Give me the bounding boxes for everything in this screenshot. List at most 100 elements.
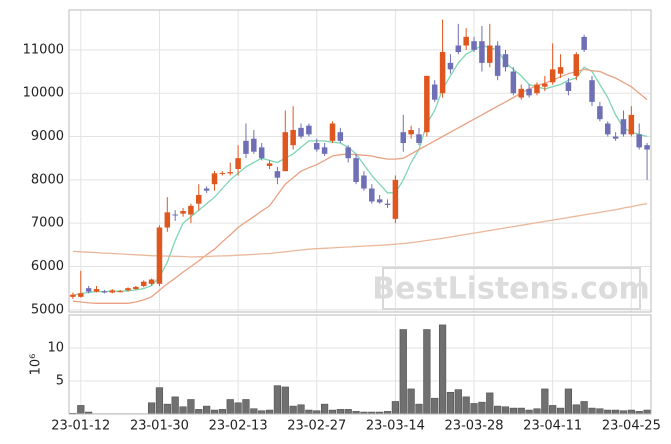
volume-bar	[321, 403, 329, 415]
candle-body	[620, 119, 627, 135]
volume-bar	[203, 405, 211, 415]
volume-bar	[147, 402, 156, 415]
candle-body	[573, 54, 580, 76]
candle-body	[612, 136, 619, 139]
candle-body	[156, 227, 163, 284]
volume-bar	[525, 409, 533, 415]
watermark-box	[382, 267, 641, 310]
candle-body	[329, 123, 336, 141]
candle-body	[101, 291, 108, 293]
volume-bar	[399, 329, 407, 415]
volume-bar	[179, 406, 187, 415]
candle-body	[306, 125, 312, 135]
volume-bar	[454, 389, 462, 415]
candle-body	[133, 286, 139, 290]
candle-body	[298, 127, 304, 137]
volume-bar	[155, 387, 164, 415]
watermark-text: BestListens.com	[372, 272, 650, 307]
y-tick-label: 10000	[23, 86, 64, 101]
candle-body	[274, 171, 281, 178]
x-tick-label: 23-01-12	[51, 419, 110, 434]
candle-body	[140, 281, 147, 287]
volume-bar	[549, 405, 557, 415]
candle-body	[227, 172, 233, 174]
volume-bar	[596, 408, 604, 415]
candle-body	[85, 288, 92, 292]
candle-body	[565, 82, 572, 92]
volume-bar	[533, 408, 541, 415]
candle-body	[479, 41, 485, 63]
volume-bar	[431, 397, 439, 415]
candle-body	[510, 71, 517, 94]
y-tick-label: 10	[47, 341, 64, 356]
candle-body	[628, 114, 635, 135]
volume-bar	[517, 407, 525, 415]
y-axis-label: 10⁶	[29, 354, 44, 376]
volume-bar	[289, 405, 297, 415]
x-tick-label: 23-03-28	[445, 419, 504, 434]
volume-bar	[305, 409, 313, 415]
candle-body	[361, 175, 367, 189]
candle-body	[290, 130, 296, 146]
volume-bar	[486, 392, 494, 415]
volume-bar	[328, 409, 337, 415]
candle-body	[408, 130, 414, 135]
candle-body	[384, 203, 391, 205]
volume-bar	[462, 396, 470, 415]
y-tick-label: 9000	[31, 129, 64, 144]
candle-body	[581, 36, 587, 50]
candle-body	[196, 195, 202, 204]
candle-body	[109, 290, 116, 293]
y-tick-label: 6000	[31, 259, 64, 274]
candle-body	[203, 188, 210, 191]
candle-body	[526, 88, 532, 96]
candle-body	[251, 138, 257, 152]
volume-bar	[297, 404, 305, 415]
y-tick-label: 7000	[31, 216, 64, 231]
candle-body	[549, 69, 556, 83]
volume-bar	[234, 402, 242, 415]
candle-body	[78, 293, 84, 297]
candle-body	[235, 158, 241, 170]
volume-bar	[344, 409, 352, 415]
candle-body	[282, 132, 289, 172]
candle-body	[313, 143, 320, 150]
candle-body	[431, 84, 438, 100]
candle-body	[542, 83, 548, 87]
volume-bar	[556, 407, 565, 415]
candle-body	[416, 134, 422, 144]
candle-body	[447, 62, 454, 70]
volume-bar	[627, 409, 635, 415]
x-tick-label: 23-01-30	[130, 419, 189, 434]
volume-bar	[265, 409, 274, 415]
candle-body	[604, 123, 611, 135]
volume-bar	[612, 409, 620, 415]
volume-bar	[446, 391, 455, 415]
candle-body	[219, 172, 226, 174]
candle-body	[211, 173, 218, 185]
volume-bar	[171, 396, 179, 415]
x-tick-label: 23-02-27	[287, 419, 346, 434]
volume-bar	[226, 399, 234, 415]
volume-bar	[572, 404, 580, 415]
candle-body	[439, 52, 446, 94]
candle-body	[455, 45, 462, 53]
volume-bar	[415, 403, 423, 415]
candle-body	[266, 163, 273, 166]
moving-average-line	[72, 203, 648, 258]
y-tick-label: 11000	[23, 42, 64, 57]
candle-body	[376, 199, 383, 203]
x-tick-label: 23-04-11	[523, 419, 582, 434]
volume-bar	[250, 408, 258, 415]
volume-bar	[494, 405, 502, 415]
candle-body	[487, 45, 493, 63]
candle-body	[180, 211, 186, 214]
volume-bar	[423, 329, 431, 415]
y-tick-label: 8000	[31, 172, 64, 187]
volume-bar	[580, 401, 588, 415]
volume-bar	[163, 403, 171, 415]
candle-body	[463, 36, 469, 46]
volume-bar	[604, 409, 612, 415]
volume-bar	[218, 409, 226, 415]
